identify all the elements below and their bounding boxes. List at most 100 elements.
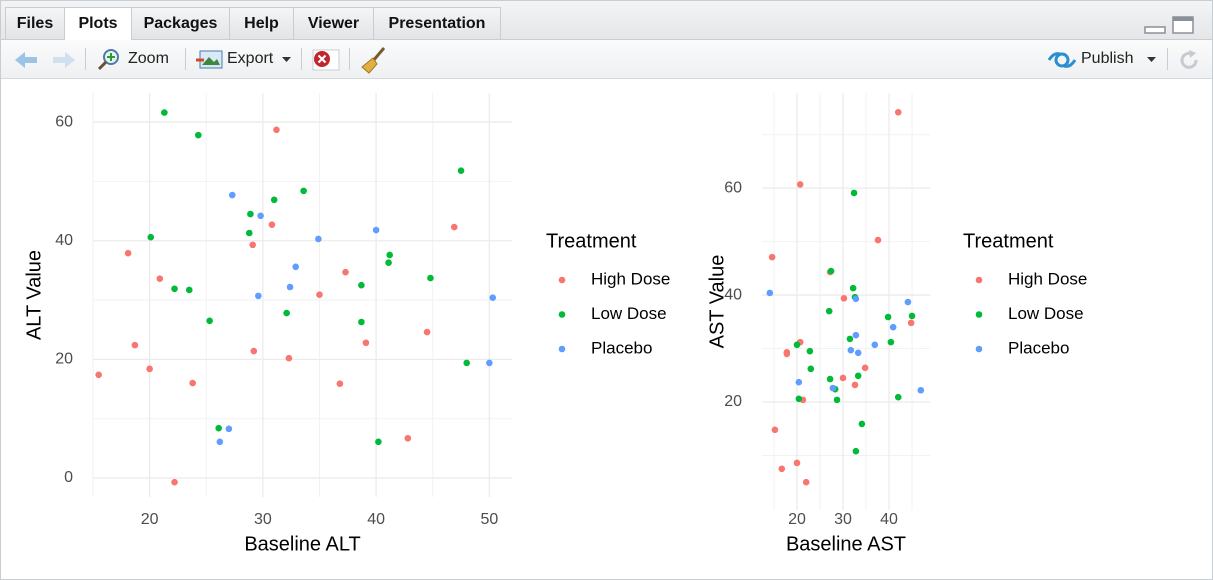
point [427,274,434,282]
tab[interactable]: Help [229,7,294,39]
point [847,346,855,354]
point [300,187,307,195]
point [255,292,262,300]
legend-key [975,345,983,353]
point [807,365,815,373]
legend-label: High Dose [591,269,670,288]
dropdown-arrow[interactable] [1147,57,1157,63]
point [833,396,841,404]
y-axis-title: ALT Value [23,250,45,340]
point [852,331,860,339]
point [124,249,132,257]
point [161,109,168,116]
x-axis-title: Baseline ALT [244,533,360,555]
x-tick-label: 30 [834,511,852,528]
point [216,438,224,446]
y-tick-label: 0 [64,469,73,486]
point [851,381,859,389]
zoom-icon[interactable] [97,48,121,72]
point [854,372,862,380]
point [826,375,834,383]
legend-label: Placebo [591,338,652,357]
point [185,286,193,294]
point [358,318,365,326]
point [778,465,786,473]
point [404,434,412,442]
legend-label: Low Dose [591,304,667,323]
point [250,347,258,355]
point [840,294,848,302]
point [463,359,471,367]
export-button[interactable]: Export [227,50,274,67]
x-tick-label: 30 [254,511,272,528]
publish-icon[interactable] [1048,50,1076,70]
legend-title: Treatment [963,230,1054,252]
point [283,309,290,317]
legend-label: Placebo [1008,338,1069,357]
legend-key [558,276,566,284]
point [904,298,912,306]
separator [1167,48,1168,70]
point [146,365,153,373]
point [336,380,344,387]
legend-label: High Dose [1008,269,1087,288]
export-icon[interactable] [196,49,224,71]
point [825,307,833,315]
y-tick-label: 60 [55,113,73,130]
point [489,294,497,301]
y-tick-label: 60 [724,179,742,196]
point [874,236,882,244]
tab[interactable]: Packages [131,7,230,39]
point [852,447,860,455]
point [147,233,155,241]
point [839,374,847,382]
refresh-icon[interactable] [1177,48,1201,72]
point [195,131,202,139]
dropdown-arrow[interactable] [282,57,292,63]
point [861,364,869,372]
point [806,347,814,355]
tab[interactable]: Presentation [373,7,501,39]
legend-label: Low Dose [1008,304,1084,323]
window-controls[interactable] [1143,15,1199,37]
nav-arrows[interactable] [13,49,77,71]
point [795,378,803,386]
separator [301,48,302,70]
legend-key [558,311,566,318]
point [228,191,236,199]
point [423,328,431,336]
point [854,349,862,357]
toolbar: Zoom Export Publish [1,40,1212,79]
point [206,317,213,325]
point [247,210,254,218]
point [225,425,233,433]
x-tick-label: 50 [480,511,498,528]
point [386,251,393,259]
point [315,235,322,243]
point [795,395,803,403]
point [375,438,382,446]
tab[interactable]: Plots [64,7,132,40]
point [802,478,810,486]
point [852,295,860,303]
point [871,341,879,349]
publish-button[interactable]: Publish [1081,50,1134,67]
point [245,229,253,237]
point [796,181,804,188]
point [849,284,857,292]
clear-icon[interactable] [361,46,387,74]
point [908,312,916,320]
tab[interactable]: Viewer [293,7,374,39]
y-axis-title: AST Value [706,255,728,349]
x-tick-label: 20 [141,511,159,528]
point [884,313,892,321]
point [450,223,458,231]
point [827,267,835,275]
point [189,379,196,387]
point [917,386,925,394]
point [771,426,779,434]
zoom-button[interactable]: Zoom [128,50,169,67]
remove-plot-icon[interactable] [312,49,340,71]
